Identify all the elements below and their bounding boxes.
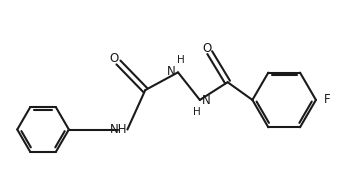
Text: H: H (177, 55, 185, 65)
Text: O: O (202, 42, 211, 55)
Text: N: N (167, 65, 176, 78)
Text: NH: NH (110, 123, 127, 136)
Text: O: O (110, 52, 119, 65)
Text: F: F (324, 94, 330, 106)
Text: H: H (193, 107, 201, 117)
Text: N: N (202, 94, 210, 108)
